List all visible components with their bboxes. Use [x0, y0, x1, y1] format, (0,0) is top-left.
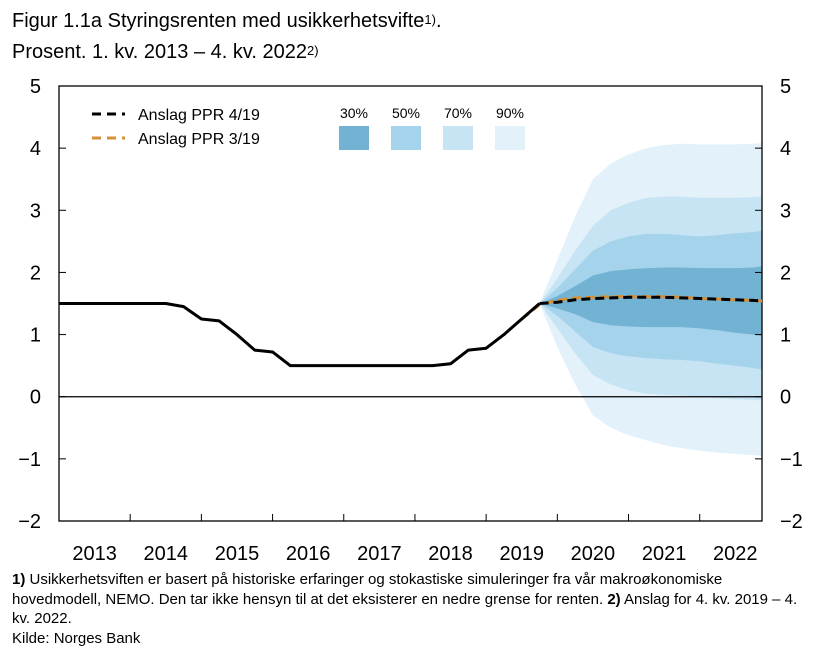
title-line-2: Prosent. 1. kv. 2013 – 4. kv. 20222)	[12, 37, 442, 68]
y-tick-label-left: 0	[30, 387, 41, 409]
y-tick-label-left: −2	[18, 511, 41, 533]
footnote-text: 1) Usikkerhetsviften er basert på histor…	[12, 570, 812, 629]
legend-swatch-band	[391, 126, 421, 150]
legend: Anslag PPR 4/19 Anslag PPR 3/19 30% 50% 70% 9…	[92, 105, 525, 150]
chart-canvas: 5 5 4 4 3 3 2 2 1 1 0 0 −1 −1 −2 −2 2013 2014 2015 2016 2017…	[18, 76, 803, 565]
legend-label-band: 50%	[392, 105, 420, 121]
legend-label-series: Anslag PPR 4/19	[138, 107, 260, 124]
x-tick-label: 2020	[571, 543, 616, 565]
y-tick-label-right: 4	[780, 138, 791, 160]
y-tick-label-right: −1	[780, 449, 803, 471]
source-label: Kilde: Norges Bank	[12, 629, 141, 647]
legend-swatch-band	[339, 126, 369, 150]
subtitle-footnote-ref: 2)	[307, 43, 319, 58]
series-line-ppr-4-19-history	[59, 302, 541, 368]
x-tick-label: 2015	[215, 543, 260, 565]
y-tick-label-right: 2	[780, 262, 791, 284]
y-tick-label-right: 3	[780, 200, 791, 222]
title-line-1: Figur 1.1a Styringsrenten med usikkerhet…	[12, 6, 442, 37]
fan-band-30	[539, 266, 762, 336]
footnote-2-text: Anslag for 4. kv. 2019 – 4. kv. 2022.	[12, 590, 798, 628]
x-tick-label: 2013	[72, 543, 117, 565]
x-tick-label: 2019	[499, 543, 544, 565]
title-text: Figur 1.1a Styringsrenten med usikkerhet…	[12, 10, 425, 32]
legend-label-band: 70%	[444, 105, 472, 121]
y-tick-label-left: 1	[30, 325, 41, 347]
fan-bands	[539, 143, 762, 456]
x-tick-label: 2017	[357, 543, 402, 565]
x-tick-label: 2016	[286, 543, 331, 565]
y-tick-label-left: 4	[30, 138, 41, 160]
legend-label-series: Anslag PPR 3/19	[138, 131, 260, 148]
legend-swatch-band	[495, 126, 525, 150]
title-period: .	[435, 10, 442, 32]
title-footnote-ref: 1)	[424, 12, 436, 27]
footnote-1-ref: 1)	[12, 571, 26, 588]
x-tick-label: 2021	[642, 543, 687, 565]
y-tick-label-left: 3	[30, 200, 41, 222]
x-tick-label: 2018	[428, 543, 473, 565]
series-lines	[59, 295, 763, 368]
y-tick-label-right: −2	[780, 511, 803, 533]
legend-label-band: 90%	[496, 105, 524, 121]
y-tick-label-right: 1	[780, 325, 791, 347]
footnote-2-ref: 2)	[607, 590, 621, 608]
y-tick-label-right: 5	[780, 76, 791, 98]
legend-label-band: 30%	[340, 105, 368, 121]
y-tick-label-left: 2	[30, 262, 41, 284]
y-tick-label-left: 5	[30, 76, 41, 98]
x-tick-label: 2022	[713, 543, 758, 565]
subtitle-text: Prosent. 1. kv. 2013 – 4. kv. 2022	[12, 41, 307, 63]
chart-title: Figur 1.1a Styringsrenten med usikkerhet…	[12, 6, 442, 68]
x-tick-label: 2014	[144, 543, 189, 565]
y-tick-label-left: −1	[18, 449, 41, 471]
series-line-ppr-4-19-forecast	[539, 295, 763, 305]
footnotes: 1) Usikkerhetsviften er basert på histor…	[12, 570, 812, 648]
y-tick-label-right: 0	[780, 387, 791, 409]
footnote-1-text: Usikkerhetsviften er basert på historisk…	[12, 571, 723, 608]
legend-swatch-band	[443, 126, 473, 150]
